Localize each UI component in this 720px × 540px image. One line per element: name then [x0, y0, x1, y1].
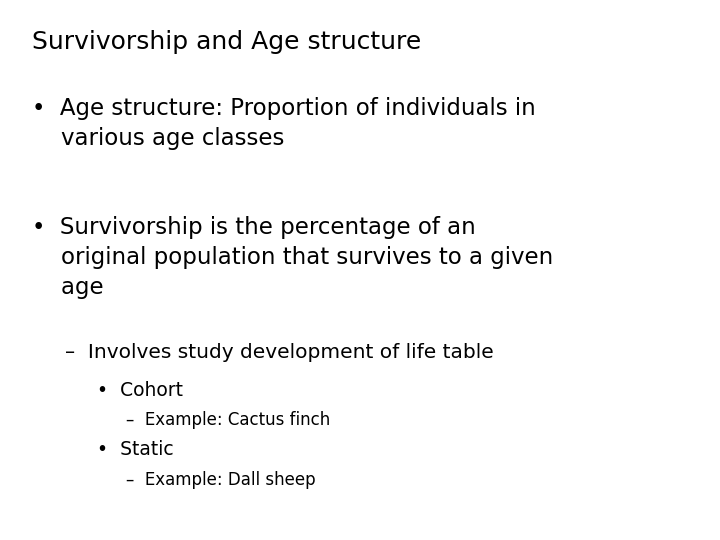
Text: Survivorship and Age structure: Survivorship and Age structure: [32, 30, 422, 53]
Text: –  Example: Cactus finch: – Example: Cactus finch: [126, 411, 330, 429]
Text: •  Age structure: Proportion of individuals in
    various age classes: • Age structure: Proportion of individua…: [32, 97, 536, 151]
Text: –  Example: Dall sheep: – Example: Dall sheep: [126, 471, 315, 489]
Text: •  Cohort: • Cohort: [97, 381, 183, 400]
Text: –  Involves study development of life table: – Involves study development of life tab…: [65, 343, 493, 362]
Text: •  Survivorship is the percentage of an
    original population that survives to: • Survivorship is the percentage of an o…: [32, 216, 554, 299]
Text: •  Static: • Static: [97, 440, 174, 459]
